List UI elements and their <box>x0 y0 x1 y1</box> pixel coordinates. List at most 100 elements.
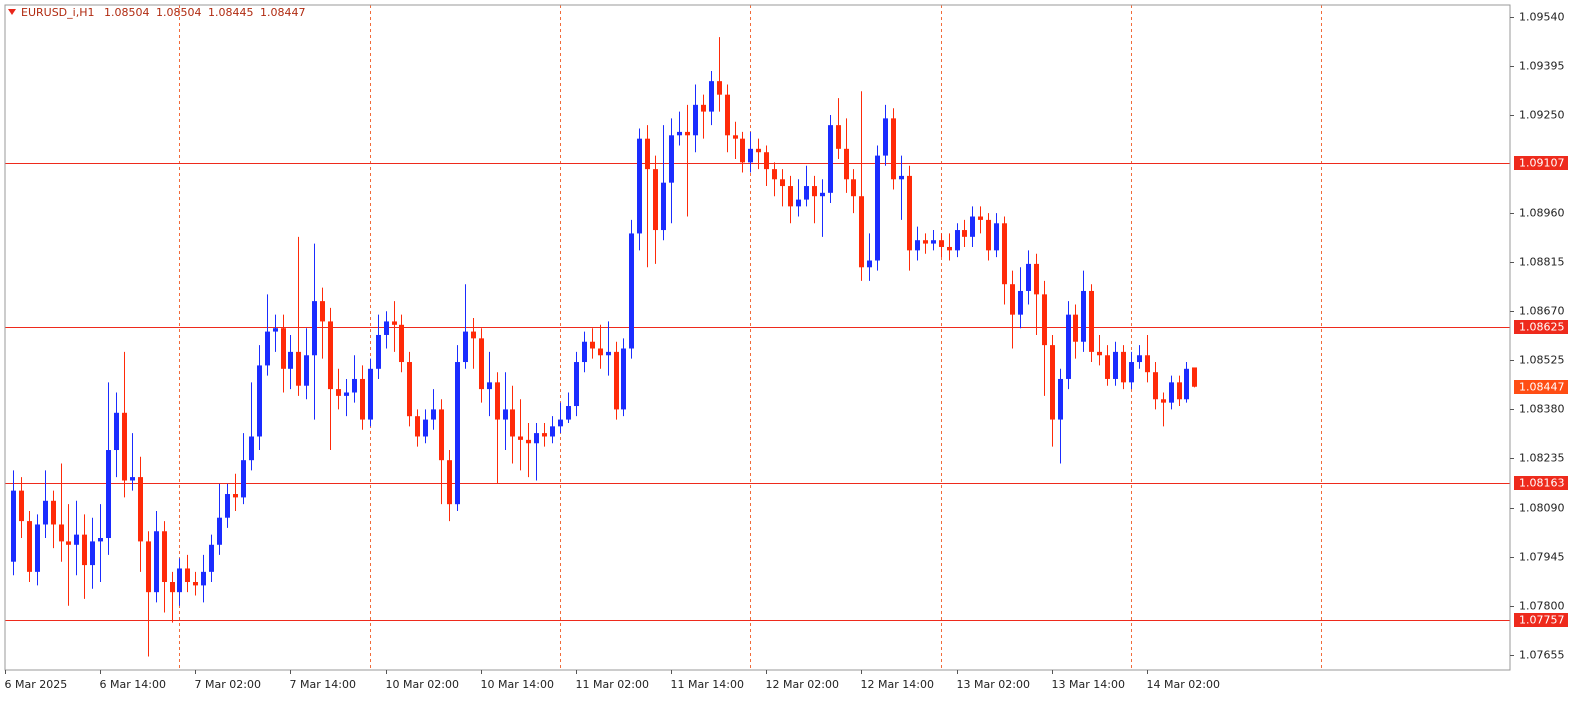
chart-title: EURUSD_i,H1 1.08504 1.08504 1.08445 1.08… <box>21 6 305 19</box>
candle-body <box>614 351 619 410</box>
candle-body <box>693 104 698 136</box>
candle-body <box>479 338 484 390</box>
candle-body <box>590 341 595 349</box>
candle-body <box>1058 378 1063 420</box>
candle-body <box>598 348 603 356</box>
candle-body <box>146 541 151 593</box>
candle-body <box>709 81 714 112</box>
candle-body <box>257 365 262 437</box>
candle-body <box>1137 355 1142 363</box>
candle-body <box>43 500 48 525</box>
candle-body <box>526 439 531 444</box>
candle-body <box>471 331 476 339</box>
candle-body <box>1010 284 1015 315</box>
candle-body <box>510 409 515 437</box>
level-label: 1.09107 <box>1519 157 1565 170</box>
candle-body <box>1169 382 1174 403</box>
candle-body <box>947 246 952 251</box>
candle-body <box>582 341 587 363</box>
candle-body <box>193 582 198 586</box>
candle-body <box>931 240 936 244</box>
candle-body <box>653 169 658 231</box>
candle-body <box>772 169 777 180</box>
y-tick-label: 1.08235 <box>1519 452 1565 465</box>
y-tick-label: 1.08670 <box>1519 305 1565 318</box>
candle-body <box>138 477 143 542</box>
candle-body <box>495 382 500 420</box>
candle-body <box>1192 367 1197 387</box>
x-tick-label: 7 Mar 14:00 <box>290 678 356 691</box>
candle-body <box>376 334 381 369</box>
x-tick-label: 10 Mar 02:00 <box>386 678 459 691</box>
candle-body <box>360 378 365 420</box>
y-tick-label: 1.08815 <box>1519 256 1565 269</box>
candle-body <box>122 412 127 481</box>
x-tick-label: 12 Mar 02:00 <box>766 678 839 691</box>
y-tick-label: 1.07655 <box>1519 649 1565 662</box>
candle-body <box>907 175 912 251</box>
y-tick-label: 1.07800 <box>1519 600 1565 613</box>
candle-body <box>978 216 983 220</box>
candle-body <box>606 351 611 356</box>
level-label-bg <box>1514 476 1568 490</box>
candle-body <box>828 125 833 193</box>
candle-body <box>899 175 904 180</box>
menu-arrow <box>8 9 16 15</box>
candle-body <box>1018 290 1023 315</box>
candle-body <box>915 240 920 251</box>
candle-body <box>859 196 864 268</box>
candle-body <box>867 260 872 268</box>
candle-body <box>439 409 444 461</box>
candle-body <box>875 155 880 261</box>
price-label-bg <box>1514 380 1568 394</box>
candle-body <box>304 355 309 386</box>
candle-body <box>939 240 944 247</box>
candle-body <box>550 426 555 437</box>
candle-body <box>431 409 436 420</box>
candle-body <box>1121 351 1126 383</box>
candle-body <box>1177 382 1182 400</box>
candle-body <box>66 541 71 545</box>
x-tick-label: 11 Mar 14:00 <box>671 678 744 691</box>
candle-body <box>98 538 103 542</box>
candle-body <box>1081 290 1086 342</box>
candle-body <box>265 331 270 366</box>
x-tick-label: 7 Mar 02:00 <box>195 678 261 691</box>
y-tick-label: 1.08090 <box>1519 502 1565 515</box>
y-tick-label: 1.09395 <box>1519 60 1565 73</box>
candle-body <box>1050 345 1055 420</box>
candle-body <box>154 531 159 593</box>
candle-body <box>312 301 317 356</box>
ohlc-low: 1.08445 <box>208 6 254 19</box>
y-tick-label: 1.08380 <box>1519 403 1565 416</box>
level-label: 1.08625 <box>1519 321 1565 334</box>
candle-body <box>27 521 32 572</box>
x-tick-label: 6 Mar 2025 <box>5 678 68 691</box>
candle-body <box>1145 355 1150 373</box>
candle-body <box>1105 355 1110 379</box>
candle-body <box>487 382 492 390</box>
candle-body <box>637 138 642 234</box>
level-label: 1.07757 <box>1519 614 1565 627</box>
candle-body <box>1097 351 1102 356</box>
candle-body <box>740 138 745 163</box>
candle-body <box>1002 223 1007 285</box>
candle-body <box>344 392 349 396</box>
candle-body <box>82 534 87 566</box>
candle-body <box>130 477 135 481</box>
plot-frame <box>4 4 1511 671</box>
candle-body <box>415 416 420 437</box>
candle-body <box>717 81 722 95</box>
candle-body <box>1113 351 1118 379</box>
candle-body <box>11 490 16 562</box>
candle-body <box>1073 314 1078 342</box>
x-tick-label: 11 Mar 02:00 <box>576 678 649 691</box>
candle-body <box>804 186 809 200</box>
y-tick-label: 1.07945 <box>1519 551 1565 564</box>
candle-body <box>883 118 888 156</box>
x-tick-label: 10 Mar 14:00 <box>481 678 554 691</box>
candle-body <box>35 524 40 572</box>
